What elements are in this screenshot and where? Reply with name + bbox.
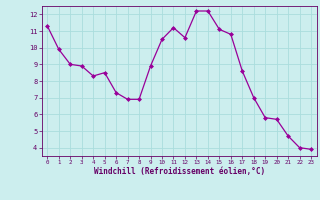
X-axis label: Windchill (Refroidissement éolien,°C): Windchill (Refroidissement éolien,°C) — [94, 167, 265, 176]
